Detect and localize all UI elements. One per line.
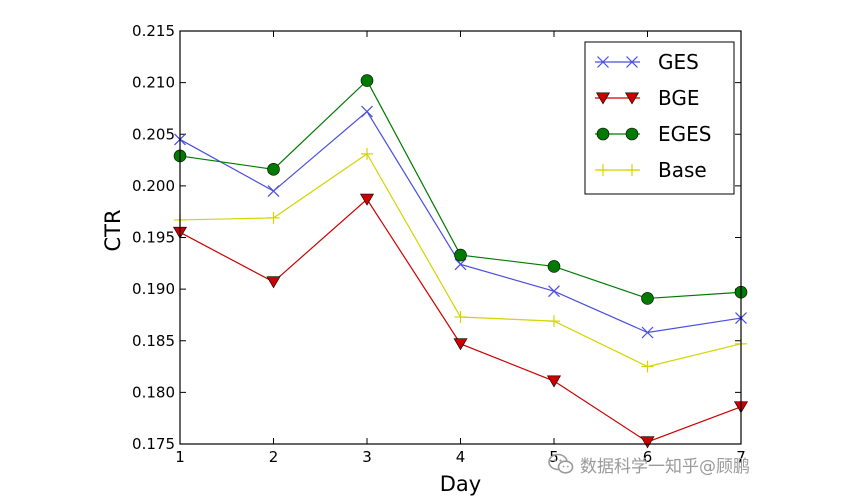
y-tick-label: 0.205 — [132, 125, 175, 143]
legend-marker — [596, 127, 610, 141]
data-point — [454, 311, 467, 324]
data-point — [641, 326, 654, 339]
data-point — [361, 105, 373, 118]
legend-marker — [597, 56, 609, 68]
data-point — [267, 185, 280, 197]
y-tick-label: 0.215 — [132, 22, 175, 40]
y-tick-label: 0.200 — [132, 177, 175, 195]
watermark-text: 数据科学一知乎@顾鹏 — [580, 456, 750, 477]
legend-entry-label: GES — [658, 50, 699, 74]
wechat-icon — [548, 453, 574, 474]
legend-marker — [624, 92, 640, 105]
y-tick-label: 0.185 — [132, 332, 175, 350]
y-tick-label: 0.180 — [132, 383, 175, 401]
legend-marker — [597, 164, 609, 176]
plot-frame — [179, 30, 742, 445]
data-point — [360, 74, 374, 87]
legend-entry-label: EGES — [658, 122, 711, 146]
x-tick-label: 1 — [175, 448, 185, 466]
series-eges — [173, 74, 748, 305]
data-point — [453, 338, 468, 351]
data-point — [548, 315, 560, 328]
data-point — [640, 436, 655, 449]
watermark: 数据科学一知乎@顾鹏 — [548, 452, 750, 477]
legend-box — [584, 41, 735, 195]
series-bge — [172, 193, 749, 449]
data-point — [546, 375, 562, 388]
axis-ticks: 1 2 3 4 5 6 7 0.175 0.180 0.185 0.190 0.195 0.200 0.2… — [132, 22, 746, 466]
data-point — [548, 285, 560, 298]
legend-entry-label: Base — [658, 158, 707, 182]
legend-entry-label: BGE — [658, 86, 700, 110]
x-tick-label: 5 — [549, 448, 559, 466]
data-point — [267, 211, 280, 224]
legend-marker — [626, 56, 638, 68]
y-tick-label: 0.175 — [132, 435, 175, 453]
x-tick-label: 4 — [456, 448, 466, 466]
data-point — [454, 248, 467, 262]
y-axis-label: CTR — [101, 209, 125, 251]
legend-marker — [625, 127, 639, 141]
y-tick-label: 0.190 — [132, 280, 175, 298]
x-axis-label: Day — [440, 472, 481, 496]
x-tick-label: 7 — [736, 448, 746, 466]
x-tick-label: 2 — [269, 448, 279, 466]
data-point — [641, 360, 654, 373]
series-lines — [172, 74, 749, 449]
legend-marker — [626, 164, 638, 176]
data-point — [547, 260, 561, 273]
legend-marker — [595, 92, 611, 105]
x-tick-label: 6 — [643, 448, 653, 466]
data-point — [361, 147, 373, 160]
x-tick-label: 3 — [362, 448, 372, 466]
data-point — [641, 292, 654, 305]
data-point — [266, 276, 281, 289]
data-point — [359, 193, 375, 206]
data-point — [267, 163, 280, 176]
legend: GES BGE EGES Base — [584, 41, 735, 195]
y-tick-label: 0.195 — [132, 229, 175, 247]
y-tick-label: 0.210 — [132, 74, 175, 92]
data-point — [454, 258, 467, 271]
series-ges — [174, 105, 747, 339]
